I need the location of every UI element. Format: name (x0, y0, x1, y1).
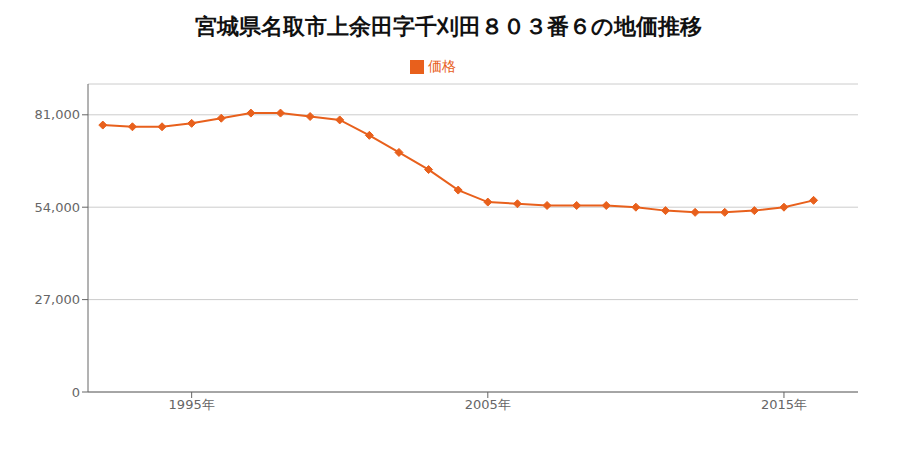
svg-text:1995年: 1995年 (169, 397, 215, 412)
svg-text:54,000: 54,000 (35, 200, 81, 215)
svg-text:27,000: 27,000 (35, 292, 81, 307)
html-text:価格: 価格 (428, 58, 456, 74)
html-text:宮城県名取市上余田字千刈田８０３番６の地価推移: 宮城県名取市上余田字千刈田８０３番６の地価推移 (194, 14, 702, 39)
svg-text:2005年: 2005年 (465, 397, 511, 412)
svg-text:2015年: 2015年 (761, 397, 807, 412)
svg-text:0: 0 (72, 385, 80, 400)
svg-text:81,000: 81,000 (35, 107, 81, 122)
